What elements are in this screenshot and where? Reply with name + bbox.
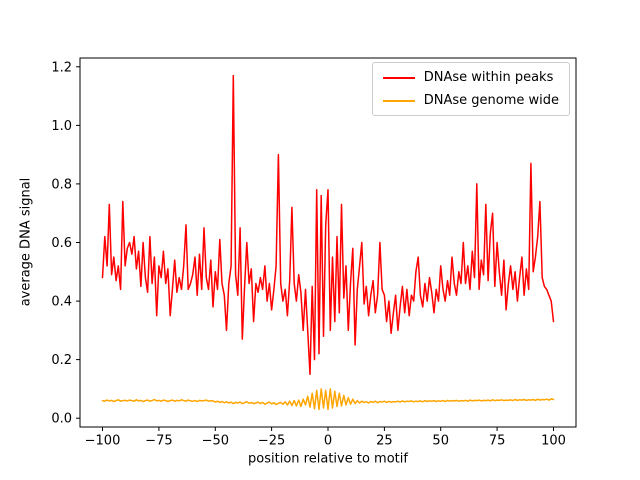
x-tick-label: −75 [145,434,172,449]
legend-label: DNAse genome wide [423,93,559,108]
x-tick-label: 100 [541,434,566,449]
legend-line-icon [382,76,415,79]
legend-label: DNAse within peaks [423,70,554,85]
y-axis-label: average DNA signal [18,177,34,307]
y-tick-label: 0.0 [51,412,72,427]
y-tick-label: 0.2 [51,353,72,368]
y-tick-label: 0.8 [51,177,72,192]
x-axis-label: position relative to motif [248,451,408,467]
legend: DNAse within peaks DNAse genome wide [371,62,570,116]
y-tick-label: 1.0 [51,119,72,134]
x-tick-label: −100 [85,434,121,449]
legend-item: DNAse genome wide [382,93,559,108]
x-tick-label: 25 [376,434,393,449]
y-tick-label: 0.6 [51,236,72,251]
x-tick-label: 75 [489,434,506,449]
x-tick-label: 50 [432,434,449,449]
x-tick-label: 0 [324,434,332,449]
series-line-1 [101,388,555,411]
series-line-0 [101,74,555,376]
legend-item: DNAse within peaks [382,70,559,85]
y-tick-label: 0.4 [51,295,72,310]
y-tick-label: 1.2 [51,60,72,75]
x-tick-label: −50 [202,434,229,449]
legend-line-icon [382,99,415,102]
x-tick-label: −25 [258,434,285,449]
